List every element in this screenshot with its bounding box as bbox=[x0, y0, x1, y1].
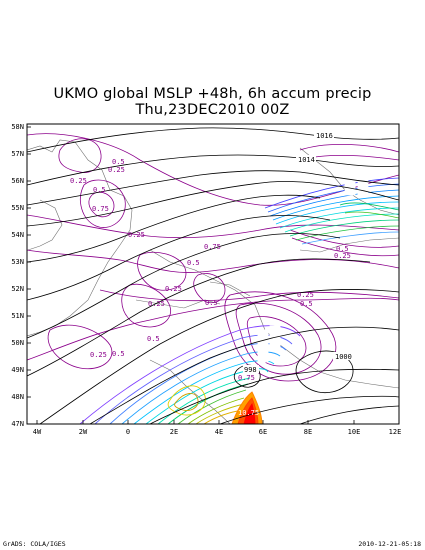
lat-label: 48N bbox=[11, 393, 24, 401]
lon-label: 10E bbox=[348, 428, 361, 436]
precip-label: 0.5 bbox=[187, 259, 200, 267]
isobar-label: 998 bbox=[244, 366, 257, 374]
precip-label: 0.5 bbox=[112, 158, 125, 166]
title-line-2: Thu,23DEC2010 00Z bbox=[135, 102, 290, 118]
precip-label: 0.5 bbox=[147, 335, 160, 343]
axis-ticks bbox=[27, 126, 400, 425]
precip-label: 0.5 bbox=[93, 186, 106, 194]
lat-label: 53N bbox=[11, 258, 24, 266]
lon-label: 0 bbox=[126, 428, 130, 436]
precip-label: 0.5 bbox=[112, 350, 125, 358]
lat-label: 57N bbox=[11, 150, 24, 158]
lat-label: 47N bbox=[11, 420, 24, 428]
lat-label: 49N bbox=[11, 366, 24, 374]
map-layers bbox=[27, 127, 399, 424]
precip-label: 0.25 bbox=[148, 300, 165, 308]
precip-label: 0.5 bbox=[336, 245, 349, 253]
lon-label: 2W bbox=[79, 428, 88, 436]
lon-label: 12E bbox=[389, 428, 402, 436]
precip-label: 0.25 bbox=[70, 177, 87, 185]
precip-labels: 0.5 0.25 0.25 0.5 0.75 0.25 0.75 0.5 0.2… bbox=[70, 158, 351, 417]
lon-label: 2E bbox=[170, 428, 178, 436]
precip-label: 0.25 bbox=[90, 351, 107, 359]
lat-label: 52N bbox=[11, 285, 24, 293]
map-frame bbox=[26, 123, 400, 425]
precip-south-core bbox=[79, 325, 301, 424]
precip-label: 0.5 bbox=[205, 299, 218, 307]
lat-label: 50N bbox=[11, 339, 24, 347]
lat-label: 56N bbox=[11, 177, 24, 185]
map-title: UKMO global MSLP +48h, 6h accum precip T… bbox=[0, 86, 425, 118]
longitude-labels: 4W 2W 0 2E 4E 6E 8E 10E 12E bbox=[33, 428, 402, 436]
precip-label: 0.25 bbox=[297, 291, 314, 299]
precip-north-band bbox=[264, 159, 399, 245]
precip-label: 0.75 bbox=[204, 243, 221, 251]
isobar-label: 1000 bbox=[335, 353, 352, 361]
title-line-1: UKMO global MSLP +48h, 6h accum precip bbox=[53, 86, 372, 102]
lon-label: 4E bbox=[215, 428, 223, 436]
precip-label: 0.75 bbox=[238, 374, 255, 382]
precip-label: 10.75 bbox=[238, 409, 259, 417]
isobars bbox=[27, 127, 399, 424]
precip-label: 0.25 bbox=[128, 231, 145, 239]
precip-label: 0.25 bbox=[165, 285, 182, 293]
precip-label: 0.75 bbox=[92, 205, 109, 213]
lon-label: 6E bbox=[259, 428, 267, 436]
lat-label: 58N bbox=[11, 123, 24, 131]
precip-label: 0.25 bbox=[108, 166, 125, 174]
footer-credit: GrADS: COLA/IGES bbox=[3, 540, 66, 548]
isobar-label: 1016 bbox=[316, 132, 333, 140]
lat-label: 51N bbox=[11, 312, 24, 320]
footer-timestamp: 2010-12-21-05:18 bbox=[358, 540, 421, 548]
precip-low-contours bbox=[27, 133, 399, 382]
isobar-labels: 1016 1014 1000 998 bbox=[243, 131, 353, 374]
precip-label: 0.25 bbox=[334, 252, 351, 260]
lon-label: 8E bbox=[304, 428, 312, 436]
latitude-labels: 58N 57N 56N 55N 54N 53N 52N 51N 50N 49N … bbox=[11, 123, 24, 428]
lat-label: 55N bbox=[11, 204, 24, 212]
lon-label: 4W bbox=[33, 428, 42, 436]
isobar-label: 1014 bbox=[298, 156, 315, 164]
precip-label: 0.5 bbox=[300, 300, 313, 308]
lat-label: 54N bbox=[11, 231, 24, 239]
